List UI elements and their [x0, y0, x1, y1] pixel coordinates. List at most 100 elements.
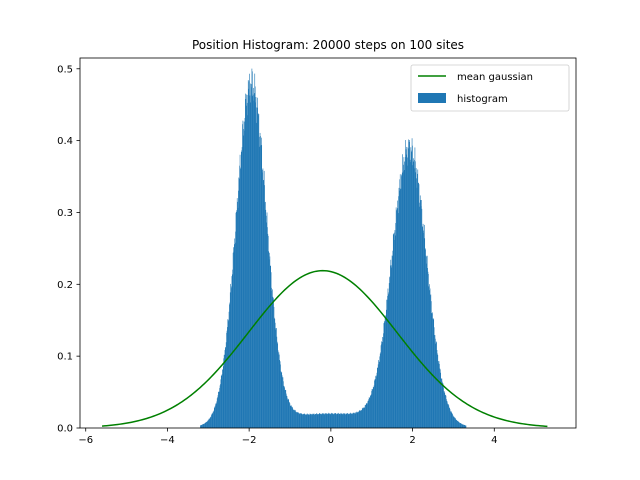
- histogram-bar: [310, 413, 311, 428]
- histogram-bar: [350, 413, 352, 428]
- histogram-bar: [426, 263, 427, 428]
- histogram-bar: [214, 408, 215, 428]
- histogram-bar: [376, 376, 377, 428]
- histogram-bar: [350, 412, 351, 428]
- histogram-bar: [404, 157, 406, 429]
- histogram-bar: [451, 412, 452, 428]
- histogram-bar: [247, 80, 249, 429]
- histogram-bar: [424, 238, 426, 428]
- histogram-bar: [294, 409, 296, 428]
- histogram-bar: [356, 412, 357, 428]
- histogram-bar: [463, 424, 465, 428]
- histogram-bar: [321, 413, 323, 428]
- histogram-bar: [380, 345, 382, 428]
- histogram-bar: [397, 208, 399, 428]
- histogram-bar: [272, 299, 274, 428]
- histogram-bar: [248, 81, 250, 429]
- histogram-bar: [328, 413, 329, 428]
- histogram-bar: [258, 136, 260, 428]
- histogram-bar: [401, 176, 403, 428]
- histogram-bar: [286, 396, 288, 428]
- histogram-bar: [281, 375, 283, 428]
- histogram-bar: [220, 375, 222, 428]
- histogram-bar: [405, 149, 407, 428]
- histogram-bar: [464, 425, 466, 428]
- histogram-bar: [432, 312, 433, 428]
- histogram-bar: [442, 383, 444, 428]
- histogram-bar: [419, 206, 421, 428]
- histogram-bar: [295, 411, 296, 428]
- histogram-bar: [414, 147, 416, 428]
- histogram-bar: [446, 399, 447, 428]
- histogram-bar: [465, 425, 467, 428]
- histogram-bar: [234, 238, 236, 428]
- histogram-bar: [409, 159, 411, 428]
- histogram-bar: [455, 418, 456, 428]
- histogram-bar: [344, 413, 345, 428]
- histogram-bar: [331, 413, 333, 428]
- histogram-bar: [406, 157, 408, 428]
- histogram-bar: [264, 202, 266, 428]
- histogram-bar: [354, 413, 356, 428]
- histogram-bar: [407, 147, 409, 428]
- histogram-bar: [209, 417, 211, 428]
- histogram-bar: [402, 157, 404, 429]
- histogram-bar: [282, 377, 283, 428]
- histogram-bar: [381, 341, 382, 428]
- histogram-bar: [373, 385, 375, 428]
- histogram-bar: [395, 207, 397, 428]
- histogram-bar: [212, 411, 214, 428]
- histogram-bar: [435, 343, 437, 428]
- histogram-bar: [309, 414, 310, 428]
- histogram-bar: [312, 414, 314, 428]
- histogram-bar: [238, 177, 240, 428]
- histogram-bar: [411, 152, 412, 428]
- histogram-bar: [388, 294, 390, 428]
- histogram-bar: [428, 273, 429, 428]
- histogram-bar: [422, 223, 424, 428]
- histogram-bar: [344, 413, 346, 428]
- histogram-bar: [441, 378, 442, 428]
- histogram-bar: [323, 414, 325, 428]
- histogram-bar: [439, 363, 440, 428]
- histogram-bar: [393, 239, 395, 428]
- histogram-bar: [351, 413, 352, 428]
- histogram-bar: [398, 187, 400, 428]
- histogram-bar: [392, 234, 394, 428]
- histogram-bar: [274, 317, 275, 428]
- histogram-bar: [374, 379, 376, 428]
- histogram-bar: [232, 252, 234, 428]
- histogram-bar: [283, 381, 284, 428]
- histogram-bar: [367, 400, 369, 428]
- histogram-bar: [370, 395, 372, 428]
- histogram-bar: [229, 304, 230, 428]
- histogram-bar: [229, 302, 231, 428]
- histogram-bar: [205, 422, 207, 428]
- histogram-bar: [460, 423, 461, 428]
- histogram-bar: [301, 413, 302, 428]
- histogram-bar: [322, 413, 324, 428]
- histogram-bar: [223, 366, 224, 428]
- histogram-bar: [228, 321, 229, 428]
- histogram-bar: [330, 414, 332, 428]
- histogram-bar: [400, 188, 402, 428]
- histogram-bar: [201, 424, 203, 428]
- histogram-bar: [244, 117, 246, 428]
- histogram-bar: [387, 288, 389, 428]
- histogram-bar: [335, 414, 337, 428]
- histogram-bar: [334, 413, 336, 428]
- histogram-bar: [205, 422, 207, 428]
- histogram-bar: [363, 407, 364, 428]
- histogram-bar: [233, 251, 235, 428]
- histogram-bar: [435, 341, 437, 428]
- histogram-bar: [448, 404, 449, 428]
- histogram-bar: [435, 338, 436, 428]
- histogram-bar: [429, 288, 431, 428]
- histogram-bar: [347, 413, 349, 428]
- histogram-bar: [298, 413, 299, 428]
- histogram-bar: [220, 384, 221, 428]
- histogram-bar: [301, 413, 303, 428]
- histogram-bar: [458, 421, 459, 428]
- histogram-bar: [361, 410, 363, 428]
- histogram-bar: [415, 172, 417, 428]
